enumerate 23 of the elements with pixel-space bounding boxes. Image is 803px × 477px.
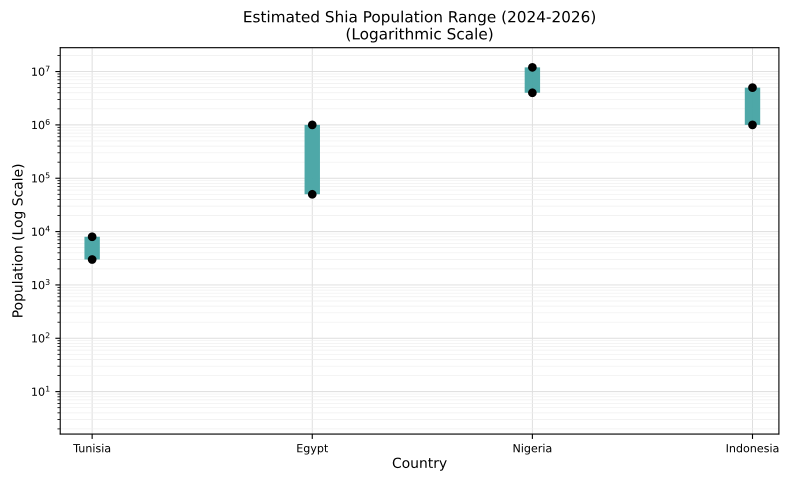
point [528,62,537,72]
x-tick-label: Tunisia [73,444,110,452]
x-axis-title: Country [392,458,447,471]
point [748,83,757,92]
point [308,190,317,199]
bar [304,124,320,194]
point [528,88,537,98]
x-tick-label: Nigeria [514,444,552,455]
y-tick-label: 10$^{5}$ [32,172,50,183]
point [748,120,757,130]
y-tick-label: 10$^{6}$ [32,119,50,130]
point [308,120,317,130]
chart-title: Estimated Shia Population Range (2024-2026) (Logarithmic Scale) [244,10,595,43]
y-axis-title: Population (Log Scale) [12,164,26,317]
y-tick-label: 10$^{7}$ [32,66,50,76]
y-tick-label: 10$^{2}$ [32,332,50,343]
x-tick-label: Egypt [297,444,328,455]
point [88,232,97,242]
y-tick-label: 10$^{1}$ [32,386,50,396]
y-tick-label: 10$^{4}$ [32,226,50,236]
y-tick-label: 10$^{3}$ [32,279,50,290]
point [88,255,97,264]
x-tick-label: Indonesia [726,444,778,452]
